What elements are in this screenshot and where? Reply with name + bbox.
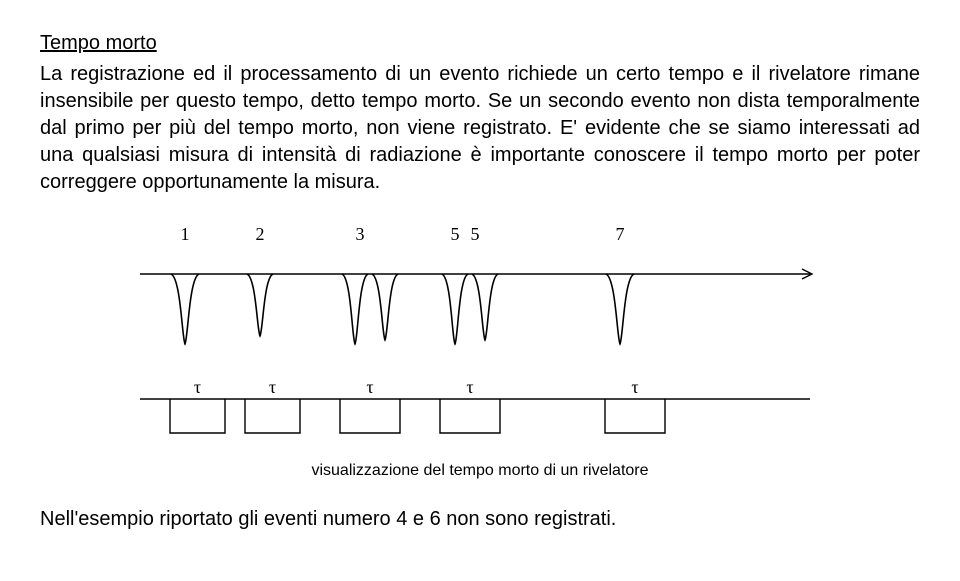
svg-text:3: 3: [356, 224, 365, 244]
body-paragraph: La registrazione ed il processamento di …: [40, 61, 920, 196]
section-title: Tempo morto: [40, 32, 920, 55]
svg-text:τ: τ: [269, 377, 276, 397]
dead-time-diagram: 1 2 3 55 7 τ τ τ τ τ: [120, 214, 840, 444]
svg-text:τ: τ: [194, 377, 201, 397]
svg-text:5: 5: [451, 224, 460, 244]
svg-text:5: 5: [471, 224, 480, 244]
closing-sentence: Nell'esempio riportato gli eventi numero…: [40, 506, 920, 533]
svg-text:τ: τ: [631, 377, 638, 397]
svg-text:7: 7: [616, 224, 625, 244]
svg-text:τ: τ: [366, 377, 373, 397]
svg-text:1: 1: [181, 224, 190, 244]
svg-text:2: 2: [256, 224, 265, 244]
diagram-caption: visualizzazione del tempo morto di un ri…: [40, 462, 920, 480]
svg-text:τ: τ: [466, 377, 473, 397]
